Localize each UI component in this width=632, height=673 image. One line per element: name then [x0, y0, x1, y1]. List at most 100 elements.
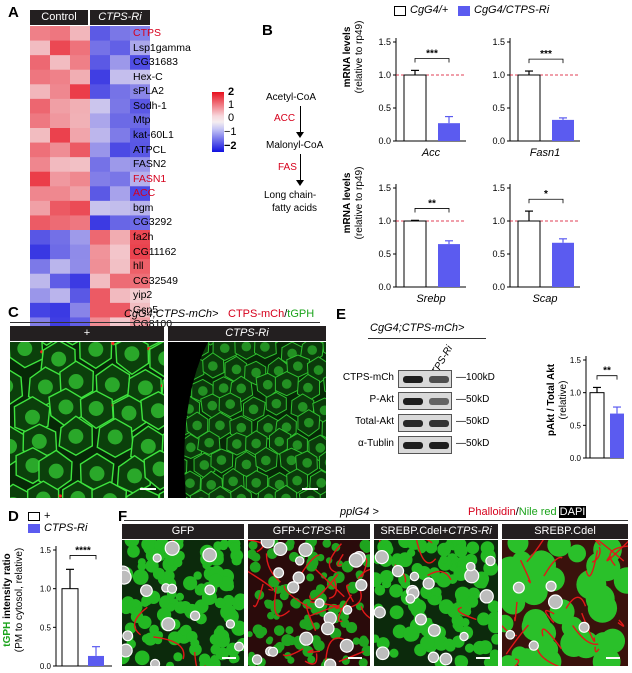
lipid-droplet	[183, 576, 198, 591]
heatmap-cell	[50, 40, 70, 56]
blot-band	[429, 398, 449, 405]
cell	[230, 484, 253, 498]
heatmap-cell	[70, 288, 90, 304]
nucleus	[150, 403, 164, 419]
bar	[552, 119, 574, 141]
sig-bracket	[596, 375, 618, 380]
y-tick-label: 0.5	[492, 249, 505, 259]
nucleus	[505, 629, 516, 640]
lipid-droplet	[358, 636, 370, 648]
phalloidin-membrane	[519, 559, 531, 584]
heatmap-cell	[30, 288, 50, 304]
nucleus	[260, 455, 271, 466]
heatmap-cell	[130, 230, 150, 246]
bar	[438, 123, 460, 141]
pathway-product: fatty acids	[272, 203, 318, 214]
nucleus	[348, 552, 364, 568]
heatmap-cell	[30, 273, 50, 289]
nucleus	[104, 377, 120, 393]
nucleus	[342, 605, 353, 615]
lipid-droplet	[173, 558, 182, 568]
heatmap-cell	[90, 259, 110, 275]
heatmap-cell	[130, 244, 150, 260]
chart-title: Srebp	[416, 293, 445, 305]
lipid-droplet	[443, 638, 455, 650]
nucleus	[35, 491, 51, 498]
bar	[517, 74, 541, 142]
phalloidin-membrane	[543, 556, 563, 577]
nucleus	[292, 475, 302, 486]
nucleus	[198, 497, 204, 498]
chart-scap: 0.0 0.5 1.0 1.5 * Scap	[492, 183, 580, 305]
blot-band	[403, 398, 423, 405]
lipid-droplet	[407, 540, 417, 550]
heatmap-cell	[130, 55, 150, 71]
nucleus	[299, 631, 314, 646]
heatmap-cell	[130, 171, 150, 187]
chart-srebp: 0.0 0.5 1.0 1.5 ** Srebp	[378, 183, 466, 305]
lipid-droplet	[466, 541, 480, 555]
phalloidin-membrane	[572, 625, 599, 646]
c-stain-label: CTPS-mCh/tGPH	[228, 308, 315, 320]
chart-fasn1: 0.0 0.5 1.0 1.5 *** Fasn1	[492, 37, 580, 159]
heatmap-cell	[70, 98, 90, 114]
heatmap-cell	[130, 84, 150, 100]
heatmap-cell	[70, 273, 90, 289]
f-genotype: pplG4 >	[340, 506, 379, 518]
nucleus	[274, 436, 285, 447]
y-tick-label: 1.0	[378, 216, 391, 226]
heatmap-cell	[90, 171, 110, 187]
heatmap-cell	[70, 128, 90, 144]
b-ylabel-main: mRNA levels	[342, 172, 353, 234]
heatmap-cell	[110, 215, 130, 231]
sig-bracket	[414, 58, 450, 63]
nucleus	[427, 623, 441, 637]
sig-bracket	[414, 208, 450, 213]
blot-strip	[398, 436, 452, 454]
panel-letter-b: B	[262, 22, 273, 39]
legend-swatch-ctps-ri	[458, 6, 470, 16]
lipid-droplet	[278, 584, 288, 594]
panel-letter-d: D	[8, 508, 19, 525]
blot-strip	[398, 392, 452, 410]
gene-label: bgm	[133, 201, 154, 214]
lipid-droplet	[526, 550, 557, 581]
micrograph-f-srebp	[502, 540, 628, 666]
scale-tick: 1	[228, 99, 235, 111]
heatmap	[30, 26, 150, 332]
heatmap-cell	[110, 288, 130, 304]
heatmap-cell	[50, 157, 70, 173]
heatmap-cell	[90, 55, 110, 71]
scale-bar	[348, 657, 362, 659]
heatmap-cell	[110, 200, 130, 216]
nucleus	[314, 598, 325, 609]
c-cond-label: CTPS-Ri	[168, 326, 326, 341]
nucleus	[374, 606, 386, 619]
phalloidin-membrane	[502, 624, 518, 637]
gene-label: Lsp1gamma	[133, 41, 191, 54]
micrograph-f-srebp-ctps-ri	[374, 540, 498, 666]
phalloidin-membrane	[305, 603, 317, 632]
y-tick-label: 0.0	[378, 282, 391, 292]
lipid-droplet	[193, 571, 202, 580]
sig-bracket	[528, 58, 564, 64]
phalloidin-membrane	[282, 648, 304, 657]
nucleus	[248, 404, 259, 415]
nucleus	[324, 658, 337, 666]
nucleus	[192, 420, 203, 431]
phalloidin-membrane	[606, 540, 628, 562]
chart-title: Fasn1	[530, 147, 561, 159]
heatmap-cell	[50, 84, 70, 100]
phalloidin-membrane	[328, 579, 338, 600]
lipid-droplet	[593, 540, 622, 565]
heatmap-cell	[50, 259, 70, 275]
y-tick-label: 0.0	[492, 282, 505, 292]
nucleus	[161, 617, 176, 632]
cell	[319, 491, 326, 498]
lipid-droplet	[265, 637, 273, 645]
pathway-arrow	[300, 106, 301, 136]
heatmap-cell	[30, 215, 50, 231]
ctps-filament	[58, 494, 62, 498]
nucleus	[251, 367, 261, 378]
heatmap-cell	[130, 40, 150, 56]
